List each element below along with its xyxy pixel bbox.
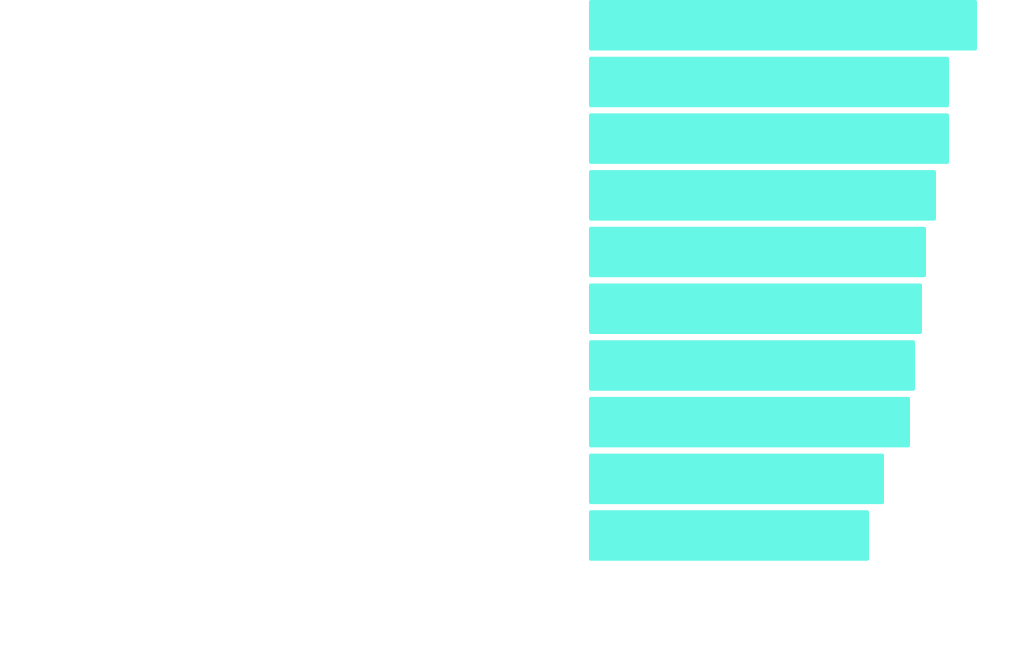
bar bbox=[589, 510, 869, 561]
bar bbox=[589, 113, 949, 164]
bar bbox=[589, 340, 915, 391]
bar bbox=[589, 396, 910, 448]
bar bbox=[589, 56, 949, 108]
bar bbox=[589, 226, 926, 278]
bar bbox=[589, 453, 884, 505]
bar bbox=[589, 170, 936, 221]
bar bbox=[589, 283, 922, 334]
bar bbox=[589, 0, 977, 51]
